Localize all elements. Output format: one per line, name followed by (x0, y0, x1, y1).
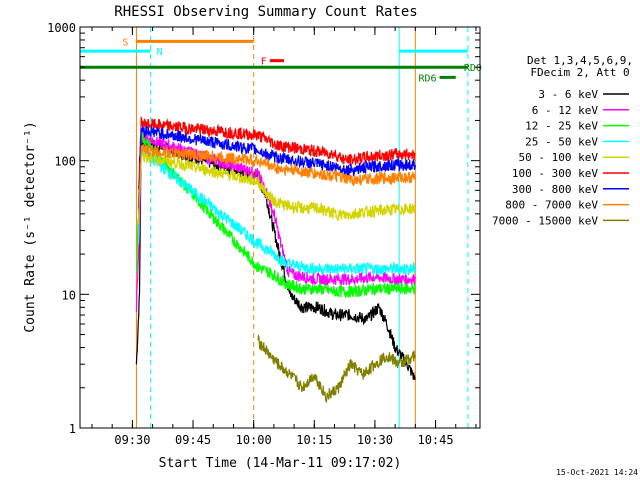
x-axis-label: Start Time (14-Mar-11 09:17:02) (159, 456, 402, 471)
y-tick-label-2: 100 (54, 155, 76, 169)
x-tick-label-5: 10:45 (417, 433, 453, 447)
series-line-8 (257, 334, 416, 404)
series-line-0 (135, 135, 416, 380)
chart-title: RHESSI Observing Summary Count Rates (114, 4, 417, 20)
flag-label-0: S (122, 37, 128, 48)
time-markers (79, 27, 469, 428)
series-line-2 (135, 132, 416, 300)
flag-bars: S N F RD0 RD6 (80, 37, 482, 84)
x-tick-label-1: 09:45 (175, 433, 211, 447)
y-axis: 1 10 100 1000 (47, 21, 480, 436)
legend: Det 1,3,4,5,6,9,FDecim 2, Att 0 3 - 6 keV… (492, 54, 633, 227)
flag-label-1: N (157, 47, 163, 58)
plot-frame (79, 26, 481, 429)
legend-label-8: 7000 - 15000 keV (492, 214, 598, 227)
legend-label-3: 25 - 50 keV (525, 135, 598, 148)
series-lines (135, 115, 416, 404)
y-axis-label: Count Rate (s⁻¹ detector⁻¹) (23, 121, 38, 332)
flag-label-5: RD6 (419, 73, 437, 84)
series-line-7 (137, 144, 416, 213)
series-line-3 (137, 145, 416, 277)
legend-label-1: 6 - 12 keV (532, 104, 599, 117)
x-tick-label-3: 10:15 (296, 433, 332, 447)
flag-label-3: F (261, 57, 267, 68)
footer-timestamp: 15-Oct-2021 14:24 (556, 468, 638, 477)
x-tick-label-4: 10:30 (357, 433, 393, 447)
legend-label-5: 100 - 300 keV (512, 167, 598, 180)
x-tick-label-2: 10:00 (236, 433, 272, 447)
legend-header-0: Det 1,3,4,5,6,9, (527, 54, 633, 67)
legend-label-4: 50 - 100 keV (519, 151, 599, 164)
y-tick-label-3: 1000 (47, 21, 76, 35)
series-line-6 (137, 124, 416, 209)
y-tick-label-1: 10 (62, 288, 76, 302)
x-axis: 09:30 09:45 10:00 10:15 10:30 10:45 (91, 27, 477, 447)
x-tick-label-0: 09:30 (114, 433, 150, 447)
legend-label-0: 3 - 6 keV (538, 88, 598, 101)
series-line-4 (137, 150, 416, 224)
legend-label-6: 300 - 800 keV (512, 183, 598, 196)
flag-label-4: RD0 (464, 63, 482, 74)
series-line-5 (137, 115, 416, 189)
legend-header-1: FDecim 2, Att 0 (530, 66, 629, 79)
y-tick-label-0: 1 (69, 422, 76, 436)
legend-label-2: 12 - 25 keV (525, 120, 598, 133)
legend-label-7: 800 - 7000 keV (505, 199, 598, 212)
